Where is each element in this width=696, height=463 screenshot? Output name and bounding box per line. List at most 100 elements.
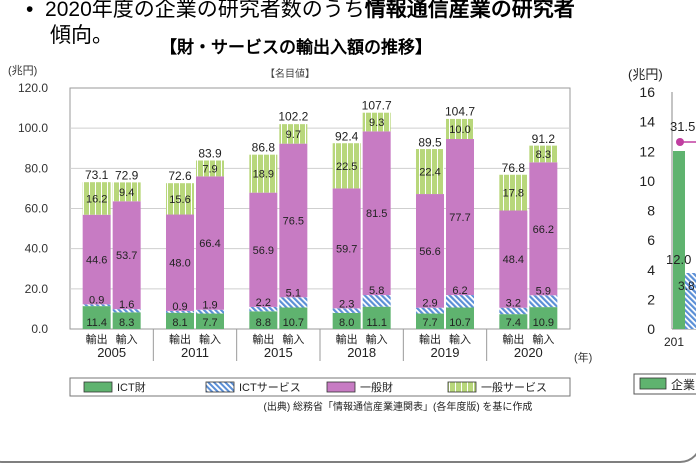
bar-segment xyxy=(332,312,361,329)
bar-segment xyxy=(249,311,278,329)
bar-segment xyxy=(196,309,224,314)
chart2-bar-1 xyxy=(673,151,685,329)
data-label: 9.3 xyxy=(369,117,384,129)
bar-segment xyxy=(446,295,474,308)
bar-segment xyxy=(416,194,444,308)
legend-box xyxy=(69,377,571,397)
chart2-y-tick-label: 16 xyxy=(639,84,655,100)
bar-segment xyxy=(249,154,278,193)
data-label: 9.4 xyxy=(119,187,134,199)
data-label: 7.9 xyxy=(202,163,217,175)
legend: ICT財 ICTサービス 一般財 一般サービス xyxy=(69,377,571,397)
data-label: 9.7 xyxy=(286,129,301,141)
chart2-y-tick-label: 6 xyxy=(647,232,655,248)
bar-segment xyxy=(112,312,141,329)
data-label: 44.6 xyxy=(86,255,107,267)
x-axis-unit: (年) xyxy=(574,350,592,364)
data-label: 16.2 xyxy=(86,193,107,205)
x-tick-label-flow: 輸出 xyxy=(502,332,524,346)
bar-segment xyxy=(362,295,391,307)
data-label: 17.8 xyxy=(503,188,524,200)
bar-segment xyxy=(446,118,474,140)
data-label: 5.1 xyxy=(286,287,301,299)
data-label: 8.8 xyxy=(256,317,271,329)
chart2-y-tick-label: 14 xyxy=(639,114,655,130)
total-label: 76.8 xyxy=(502,161,526,175)
data-label: 53.7 xyxy=(116,250,137,262)
total-label: 102.2 xyxy=(278,110,308,124)
x-tick-label-flow: 輸出 xyxy=(419,332,441,346)
partial-right-chart: (兆円) 0 2 4 6 8 10 12 14 16 31.5 12.0 3.8 201 企業 xyxy=(628,67,696,395)
total-label: 104.7 xyxy=(445,105,475,119)
x-tick-label-flow: 輸入 xyxy=(366,332,388,346)
bullet-text: 2020年度の企業の研究者数のうち xyxy=(45,0,365,21)
x-tick-label-flow: 輸出 xyxy=(336,332,358,346)
y-tick-label: 100.0 xyxy=(18,121,48,135)
legend-label: 一般財 xyxy=(360,380,393,394)
bullet-symbol: • xyxy=(26,0,34,21)
total-label: 83.9 xyxy=(198,147,222,161)
x-tick-label-year: 2020 xyxy=(514,345,543,360)
data-label: 48.4 xyxy=(503,254,524,266)
data-label: 2.9 xyxy=(422,298,437,310)
source-note: (出典) 総務省「情報通信産業連関表」(各年度版) を基に作成 xyxy=(264,400,533,413)
bar-segment xyxy=(332,188,361,309)
y-tick-label: 80.0 xyxy=(25,161,49,175)
data-label: 10.9 xyxy=(533,317,554,329)
total-label: 91.2 xyxy=(532,132,556,146)
data-label: 22.5 xyxy=(336,161,357,173)
bar-segment xyxy=(499,174,528,211)
x-tick-label-flow: 輸出 xyxy=(169,332,191,346)
data-label: 0.9 xyxy=(89,294,104,306)
data-label: 8.3 xyxy=(536,149,551,161)
bar-segment xyxy=(112,201,141,310)
x-tick-label-flow: 輸入 xyxy=(282,332,304,346)
bar-segment xyxy=(529,162,558,296)
data-label: 48.0 xyxy=(169,258,190,270)
bar-segment xyxy=(82,306,111,329)
data-label: 3.2 xyxy=(506,298,521,310)
data-label: 81.5 xyxy=(366,208,387,220)
data-label: 18.9 xyxy=(253,169,274,181)
bar-segment xyxy=(529,307,558,329)
legend-swatch xyxy=(447,381,477,393)
legend-swatch xyxy=(83,381,113,393)
x-tick-label-flow: 輸入 xyxy=(116,332,138,346)
data-label: 11.1 xyxy=(366,317,387,329)
data-label: 2.2 xyxy=(256,297,271,309)
bar-segment xyxy=(249,192,278,307)
chart2-y-tick-label: 4 xyxy=(647,262,655,278)
bar-segment xyxy=(499,210,528,308)
bar-segment xyxy=(82,214,111,305)
chart2-line-label: 31.5 xyxy=(670,119,695,134)
x-tick-label-flow: 輸出 xyxy=(86,332,108,346)
x-tick-label-flow: 輸入 xyxy=(449,332,471,346)
bar-segment xyxy=(416,313,444,329)
data-label: 1.6 xyxy=(119,299,134,311)
bar-segment xyxy=(279,307,308,329)
chart2-legend-swatch xyxy=(639,377,667,390)
bar-segment xyxy=(529,145,558,163)
data-label: 15.6 xyxy=(169,194,190,206)
bar-segment xyxy=(166,310,194,313)
bar-segment xyxy=(332,143,361,189)
chart2-bar-label-2: 3.8 xyxy=(678,279,695,293)
total-label: 92.4 xyxy=(335,129,359,143)
x-tick-label-year: 2018 xyxy=(347,345,376,360)
data-label: 7.4 xyxy=(506,317,521,329)
total-label: 72.6 xyxy=(168,169,192,183)
data-label: 22.4 xyxy=(419,167,440,179)
bar-segment xyxy=(196,176,224,310)
bar-segment xyxy=(362,131,391,296)
bar-segment xyxy=(82,304,111,307)
x-tick-label-year: 2019 xyxy=(431,345,460,360)
data-label: 5.9 xyxy=(536,285,551,297)
chart2-y-tick-label: 12 xyxy=(639,143,655,159)
data-label: 59.7 xyxy=(336,243,357,255)
bar-segment xyxy=(529,295,558,308)
y-tick-label: 0.0 xyxy=(31,322,48,336)
data-label: 66.2 xyxy=(533,224,554,236)
bar-segment xyxy=(196,160,224,177)
chart2-x-label: 201 xyxy=(664,335,684,349)
